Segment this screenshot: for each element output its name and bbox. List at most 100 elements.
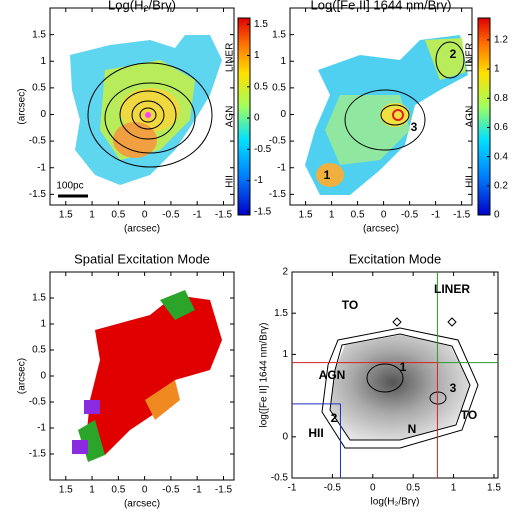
- annotation: 2: [450, 47, 457, 61]
- density-image: [321, 317, 479, 449]
- colorbar-region: AGN: [225, 106, 236, 128]
- x-tick-label: 1: [329, 210, 335, 221]
- colorbar-tick-label: -1.5: [254, 207, 272, 218]
- y-tick-label: -1: [277, 162, 286, 173]
- colorbar-region: HII: [465, 175, 476, 188]
- y-tick-label: -1: [37, 423, 46, 434]
- colorbar-tick-label: 0.5: [254, 81, 268, 92]
- x-tick-label: 1: [89, 485, 95, 496]
- panel-title: Spatial Excitation Mode: [74, 251, 210, 266]
- annotation: TO: [461, 408, 477, 422]
- x-tick-label: -0.5: [324, 483, 342, 494]
- colorbar-region: HII: [225, 175, 236, 188]
- x-tick-label: -0.5: [401, 210, 419, 221]
- y-tick-label: -1.5: [269, 189, 287, 200]
- annotation: 3: [411, 120, 418, 134]
- x-axis-label: (arcsec): [124, 499, 160, 510]
- colorbar: [477, 17, 491, 216]
- y-tick-label: 0: [280, 109, 286, 120]
- colorbar: [237, 17, 251, 216]
- colorbar-tick-label: 0.6: [494, 122, 508, 133]
- colorbar-tick-label: 0.4: [494, 151, 508, 162]
- y-tick-label: -1.5: [29, 189, 47, 200]
- map-image: [305, 35, 468, 195]
- y-tick-label: -1: [37, 162, 46, 173]
- y-tick-label: -1.5: [29, 449, 47, 460]
- y-tick-label: 2: [282, 267, 288, 278]
- y-tick-label: 0: [282, 431, 288, 442]
- y-axis-label: (arcsec): [17, 358, 28, 394]
- x-tick-label: 1.5: [59, 210, 73, 221]
- x-tick-label: -1: [288, 483, 297, 494]
- y-tick-label: 1.5: [274, 308, 288, 319]
- x-tick-label: 0: [142, 485, 148, 496]
- x-tick-label: 0: [142, 210, 148, 221]
- x-tick-label: -1: [193, 485, 202, 496]
- colorbar-tick-label: -1: [254, 175, 263, 186]
- colorbar-region: LINER: [225, 43, 236, 72]
- x-tick-label: 1.5: [487, 483, 501, 494]
- y-tick-label: 1: [280, 56, 286, 67]
- annotation: 3: [450, 381, 457, 395]
- colorbar-tick-label: 0.8: [494, 93, 508, 104]
- x-tick-label: -1.5: [215, 210, 233, 221]
- x-tick-label: -1.5: [453, 210, 471, 221]
- x-tick-label: 0.5: [351, 210, 365, 221]
- panel-title: Excitation Mode: [349, 251, 442, 266]
- x-axis-label: (arcsec): [363, 224, 399, 235]
- annotation: HII: [308, 426, 323, 440]
- x-tick-label: -1.5: [215, 485, 233, 496]
- y-tick-label: 1: [282, 349, 288, 360]
- plot-frame: [291, 271, 499, 479]
- x-tick-label: -1: [193, 210, 202, 221]
- x-tick-label: -0.5: [162, 485, 180, 496]
- colorbar-tick-label: 0: [494, 210, 500, 221]
- y-tick-label: 1.5: [272, 29, 286, 40]
- y-tick-label: 0: [40, 109, 46, 120]
- y-tick-label: 1.5: [32, 29, 46, 40]
- x-tick-label: 1: [451, 483, 457, 494]
- map-image: [72, 290, 222, 462]
- x-axis-label: (arcsec): [124, 224, 160, 235]
- y-tick-label: -0.5: [29, 397, 47, 408]
- x-tick-label: -0.5: [162, 210, 180, 221]
- panel-title: Log([Fe II] 1644 nm/Brγ): [311, 0, 452, 12]
- y-tick-label: 1.5: [32, 293, 46, 304]
- x-axis-label: log(H₂/Brγ): [371, 497, 420, 508]
- y-tick-label: 0.5: [32, 83, 46, 94]
- y-tick-label: -0.5: [29, 136, 47, 147]
- colorbar-region: LINER: [465, 43, 476, 72]
- colorbar-region: AGN: [465, 106, 476, 128]
- annotation: 2: [331, 411, 338, 425]
- annotation: 100pc: [56, 181, 83, 192]
- x-tick-label: 1: [89, 210, 95, 221]
- colorbar-tick-label: 1: [254, 50, 260, 61]
- annotation: N: [408, 422, 417, 436]
- y-tick-label: 1: [40, 56, 46, 67]
- x-tick-label: 0.5: [406, 483, 420, 494]
- y-tick-label: 0: [40, 371, 46, 382]
- plot-frame: [49, 7, 235, 206]
- y-tick-label: 0.5: [32, 345, 46, 356]
- y-axis-label: log([Fe II] 1644 nm/Brγ): [259, 322, 270, 427]
- y-tick-label: -0.5: [271, 473, 289, 484]
- annotation: 1: [324, 168, 331, 182]
- colorbar-tick-label: 0.2: [494, 180, 508, 191]
- x-tick-label: -1: [431, 210, 440, 221]
- colorbar-tick-label: -0.5: [254, 144, 272, 155]
- y-tick-label: 0.5: [272, 83, 286, 94]
- annotation: AGN: [319, 368, 346, 382]
- y-axis-label: (arcsec): [17, 88, 28, 124]
- x-tick-label: 0: [370, 483, 376, 494]
- colorbar-tick-label: 1.2: [494, 35, 508, 46]
- annotation: 1: [400, 360, 407, 374]
- x-tick-label: 0.5: [111, 485, 125, 496]
- x-tick-label: 0.5: [111, 210, 125, 221]
- annotation: LINER: [434, 282, 470, 296]
- x-tick-label: 1.5: [59, 485, 73, 496]
- panel-title: Log(H₂/Brγ): [108, 0, 176, 12]
- map-image: [58, 35, 222, 198]
- colorbar-tick-label: 1.5: [254, 19, 268, 30]
- colorbar-tick-label: 1: [494, 64, 500, 75]
